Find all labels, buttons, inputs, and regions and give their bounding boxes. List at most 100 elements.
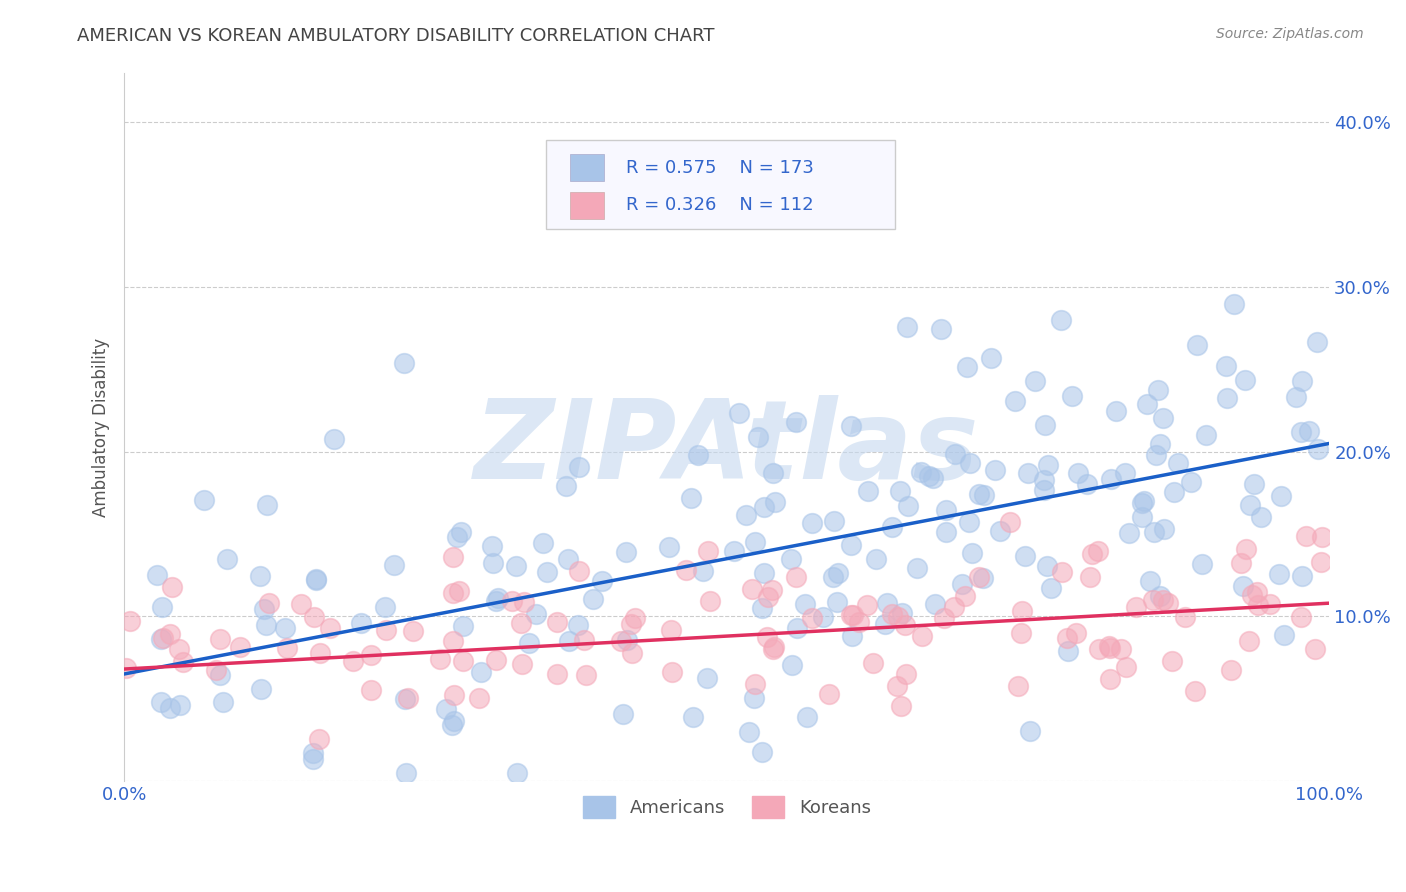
Point — [744, 534, 766, 549]
Point — [308, 732, 330, 747]
Point — [212, 695, 235, 709]
Point — [918, 468, 941, 483]
Point — [1144, 449, 1167, 463]
Point — [1017, 466, 1039, 480]
Point — [1291, 374, 1313, 388]
Point — [1291, 568, 1313, 582]
Point — [1010, 626, 1032, 640]
Point — [969, 569, 991, 583]
Point — [744, 677, 766, 691]
Point — [893, 618, 915, 632]
Point — [375, 623, 398, 637]
Point — [1056, 631, 1078, 645]
Point — [910, 465, 932, 479]
Point — [699, 593, 721, 607]
Point — [1184, 684, 1206, 698]
Point — [436, 702, 458, 716]
Point — [890, 698, 912, 713]
Point — [1139, 574, 1161, 589]
Point — [886, 610, 908, 624]
Point — [793, 597, 815, 611]
Point — [1194, 428, 1216, 442]
Point — [1035, 558, 1057, 573]
Point — [485, 653, 508, 667]
Point — [855, 599, 877, 613]
Point — [801, 516, 824, 530]
Point — [253, 601, 276, 615]
Point — [1078, 570, 1101, 584]
Text: R = 0.326    N = 112: R = 0.326 N = 112 — [626, 196, 813, 214]
Point — [150, 695, 173, 709]
Point — [785, 415, 807, 429]
Point — [146, 567, 169, 582]
Point — [1174, 610, 1197, 624]
Point — [1076, 477, 1098, 491]
Point — [1087, 544, 1109, 558]
Point — [623, 611, 645, 625]
Point — [451, 654, 474, 668]
Point — [274, 621, 297, 635]
Point — [1312, 529, 1334, 543]
Point — [567, 617, 589, 632]
Point — [865, 552, 887, 566]
Point — [801, 610, 824, 624]
Point — [305, 573, 328, 587]
Point — [443, 714, 465, 729]
Point — [692, 564, 714, 578]
Point — [1285, 390, 1308, 404]
Point — [1033, 474, 1056, 488]
Point — [752, 566, 775, 581]
Point — [681, 491, 703, 505]
Point — [546, 615, 568, 630]
Point — [984, 463, 1007, 477]
Point — [501, 594, 523, 608]
Point — [1011, 604, 1033, 618]
Point — [1167, 456, 1189, 470]
Point — [169, 698, 191, 713]
Point — [1152, 410, 1174, 425]
Point — [935, 502, 957, 516]
Point — [568, 459, 591, 474]
Point — [575, 668, 598, 682]
Point — [786, 621, 808, 635]
Point — [894, 667, 917, 681]
Point — [162, 580, 184, 594]
Point — [305, 572, 328, 586]
Point — [118, 614, 141, 628]
Point — [360, 648, 382, 663]
Point — [1130, 510, 1153, 524]
Point — [1185, 338, 1208, 352]
Point — [1033, 483, 1056, 497]
Point — [1130, 496, 1153, 510]
Point — [896, 320, 918, 334]
Point — [360, 683, 382, 698]
Point — [308, 646, 330, 660]
Point — [1239, 498, 1261, 512]
Point — [374, 599, 396, 614]
Point — [342, 654, 364, 668]
Point — [441, 549, 464, 564]
Point — [290, 597, 312, 611]
Point — [208, 632, 231, 647]
Point — [193, 493, 215, 508]
Point — [614, 545, 637, 559]
Point — [973, 487, 995, 501]
Point — [943, 599, 966, 614]
Point — [752, 500, 775, 514]
Point — [1220, 663, 1243, 677]
Point — [960, 546, 983, 560]
Point — [723, 543, 745, 558]
Point — [742, 690, 765, 705]
Point — [734, 508, 756, 522]
Point — [876, 597, 898, 611]
Point — [1099, 640, 1122, 655]
Point — [1216, 391, 1239, 405]
Point — [1125, 599, 1147, 614]
Point — [762, 640, 785, 655]
Point — [1114, 467, 1136, 481]
Point — [257, 596, 280, 610]
Point — [509, 616, 531, 631]
Point — [1132, 494, 1154, 508]
Point — [1247, 598, 1270, 612]
Point — [449, 583, 471, 598]
